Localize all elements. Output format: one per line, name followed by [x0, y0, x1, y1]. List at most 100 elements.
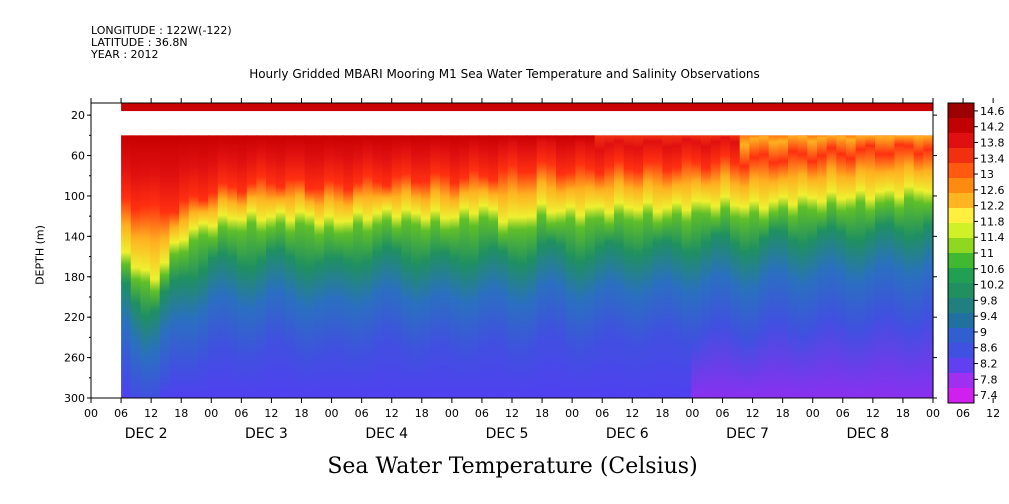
temperature-column	[275, 135, 286, 398]
temperature-column	[836, 135, 847, 398]
temperature-column	[391, 135, 402, 398]
colorbar-segment	[948, 298, 974, 314]
colorbar-segment	[948, 118, 974, 134]
colorbar-tick-label: 14.2	[980, 121, 1005, 134]
x-tick-label: 12	[505, 407, 519, 420]
temperature-column	[894, 135, 905, 398]
temperature-column	[469, 135, 480, 398]
temperature-column	[614, 135, 625, 398]
y-tick-label: 100	[64, 190, 85, 203]
x-tick-label: 18	[535, 407, 549, 420]
x-tick-label: 06	[716, 407, 730, 420]
temperature-column	[430, 135, 441, 398]
temperature-column	[817, 135, 828, 398]
temperature-column	[623, 135, 634, 398]
temperature-column	[739, 135, 750, 398]
temperature-column	[633, 135, 644, 398]
temperature-column	[217, 135, 228, 398]
temperature-column	[295, 135, 306, 398]
day-label: DEC 4	[365, 426, 408, 442]
temperature-column	[913, 135, 924, 398]
colorbar-tick-label: 14.6	[980, 105, 1005, 118]
x-tick-label: 12	[746, 407, 760, 420]
temperature-column	[198, 135, 209, 398]
temperature-column	[343, 135, 354, 398]
day-label: DEC 5	[486, 426, 529, 442]
chart-title: Hourly Gridded MBARI Mooring M1 Sea Wate…	[249, 67, 760, 81]
day-label: DEC 8	[846, 426, 889, 442]
temperature-column	[826, 135, 837, 398]
temperature-column	[362, 135, 373, 398]
colorbar-segment	[948, 313, 974, 329]
temperature-column	[121, 135, 132, 398]
temperature-column	[449, 135, 460, 398]
temperature-column	[855, 135, 866, 398]
colorbar-tick-label: 12.2	[980, 200, 1005, 213]
colorbar-tick-label: 9	[980, 326, 987, 339]
temperature-column	[159, 135, 171, 398]
y-tick-label: 220	[64, 311, 85, 324]
x-tick-label: 00	[204, 407, 218, 420]
y-tick-label: 140	[64, 230, 85, 243]
day-label: DEC 3	[245, 426, 288, 442]
x-tick-label: 12	[866, 407, 880, 420]
temperature-column	[169, 135, 180, 398]
temperature-column	[662, 135, 673, 398]
temperature-column	[333, 135, 344, 398]
colorbar-segment	[948, 238, 974, 254]
temperature-column	[652, 135, 663, 398]
temperature-column	[759, 135, 770, 398]
colorbar-segment	[948, 223, 974, 239]
x-tick-label: 06	[234, 407, 248, 420]
colorbar-tick-label: 11.4	[980, 231, 1005, 244]
day-label: DEC 7	[726, 426, 769, 442]
latitude-label: LATITUDE : 36.8N	[91, 36, 188, 49]
colorbar-tick-label: 10.6	[980, 263, 1005, 276]
x-tick-label: 00	[84, 407, 98, 420]
colorbar-segment	[948, 253, 974, 269]
temperature-column	[507, 135, 518, 398]
temperature-column	[923, 135, 934, 398]
temperature-column	[459, 135, 470, 398]
temperature-column	[846, 135, 857, 398]
x-axis-title: Sea Water Temperature (Celsius)	[327, 454, 698, 479]
temperature-column	[672, 135, 683, 398]
colorbar-segment	[948, 388, 974, 404]
x-tick-label: 18	[174, 407, 188, 420]
temperature-column	[440, 135, 451, 398]
x-tick-label: 18	[415, 407, 429, 420]
colorbar-segment	[948, 283, 974, 299]
x-tick-label: 12	[385, 407, 399, 420]
colorbar-segment	[948, 208, 974, 224]
year-label: YEAR : 2012	[91, 48, 159, 61]
temperature-column	[266, 135, 277, 398]
x-tick-label: 18	[776, 407, 790, 420]
temperature-column	[179, 135, 190, 398]
colorbar-tick-label: 9.4	[980, 310, 998, 323]
x-tick-label: 00	[806, 407, 820, 420]
day-label: DEC 6	[606, 426, 649, 442]
x-tick-label: 00	[565, 407, 579, 420]
x-tick-label: 12	[144, 407, 158, 420]
colorbar-segment	[948, 193, 974, 209]
temperature-column	[227, 135, 238, 398]
temperature-column	[575, 135, 586, 398]
x-tick-label: 18	[295, 407, 309, 420]
temperature-column	[498, 135, 509, 398]
temperature-column	[807, 135, 818, 398]
temperature-column	[208, 135, 219, 398]
colorbar-tick-label: 11.8	[980, 215, 1005, 228]
surface-band	[121, 103, 934, 112]
temperature-column	[701, 135, 712, 398]
x-tick-label: 12	[625, 407, 639, 420]
colorbar-tick-label: 13.4	[980, 152, 1005, 165]
temperature-column	[314, 135, 325, 398]
colorbar-segment	[948, 148, 974, 164]
x-tick-label: 06	[475, 407, 489, 420]
y-tick-label: 60	[71, 150, 85, 163]
y-axis-label: DEPTH (m)	[33, 225, 47, 285]
temperature-column	[604, 135, 615, 398]
x-tick-label: 18	[655, 407, 669, 420]
colorbar-tick-label: 10.2	[980, 279, 1005, 292]
colorbar-segment	[948, 328, 974, 344]
